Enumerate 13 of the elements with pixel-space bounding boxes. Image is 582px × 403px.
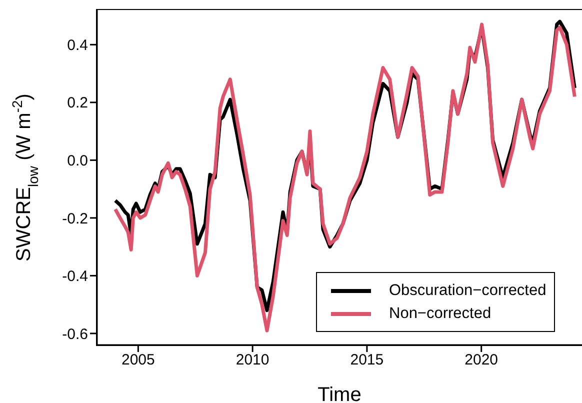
legend-label: Non−corrected — [389, 304, 492, 324]
y-tick-label: 0.0 — [67, 152, 88, 170]
y-tick-label: 0.2 — [67, 94, 88, 112]
y-tick-label: 0.4 — [67, 36, 88, 54]
x-tick-label: 2005 — [121, 352, 155, 369]
y-tick-label: -0.4 — [62, 268, 88, 286]
x-tick-label: 2015 — [350, 352, 384, 369]
x-tick-label: 2020 — [464, 352, 498, 369]
x-tick-label: 2010 — [236, 352, 270, 369]
x-axis-title: Time — [318, 384, 362, 403]
legend-label: Obscuration−corrected — [389, 281, 546, 301]
y-tick-label: -0.2 — [62, 210, 88, 228]
y-tick-label: -0.6 — [62, 326, 88, 343]
